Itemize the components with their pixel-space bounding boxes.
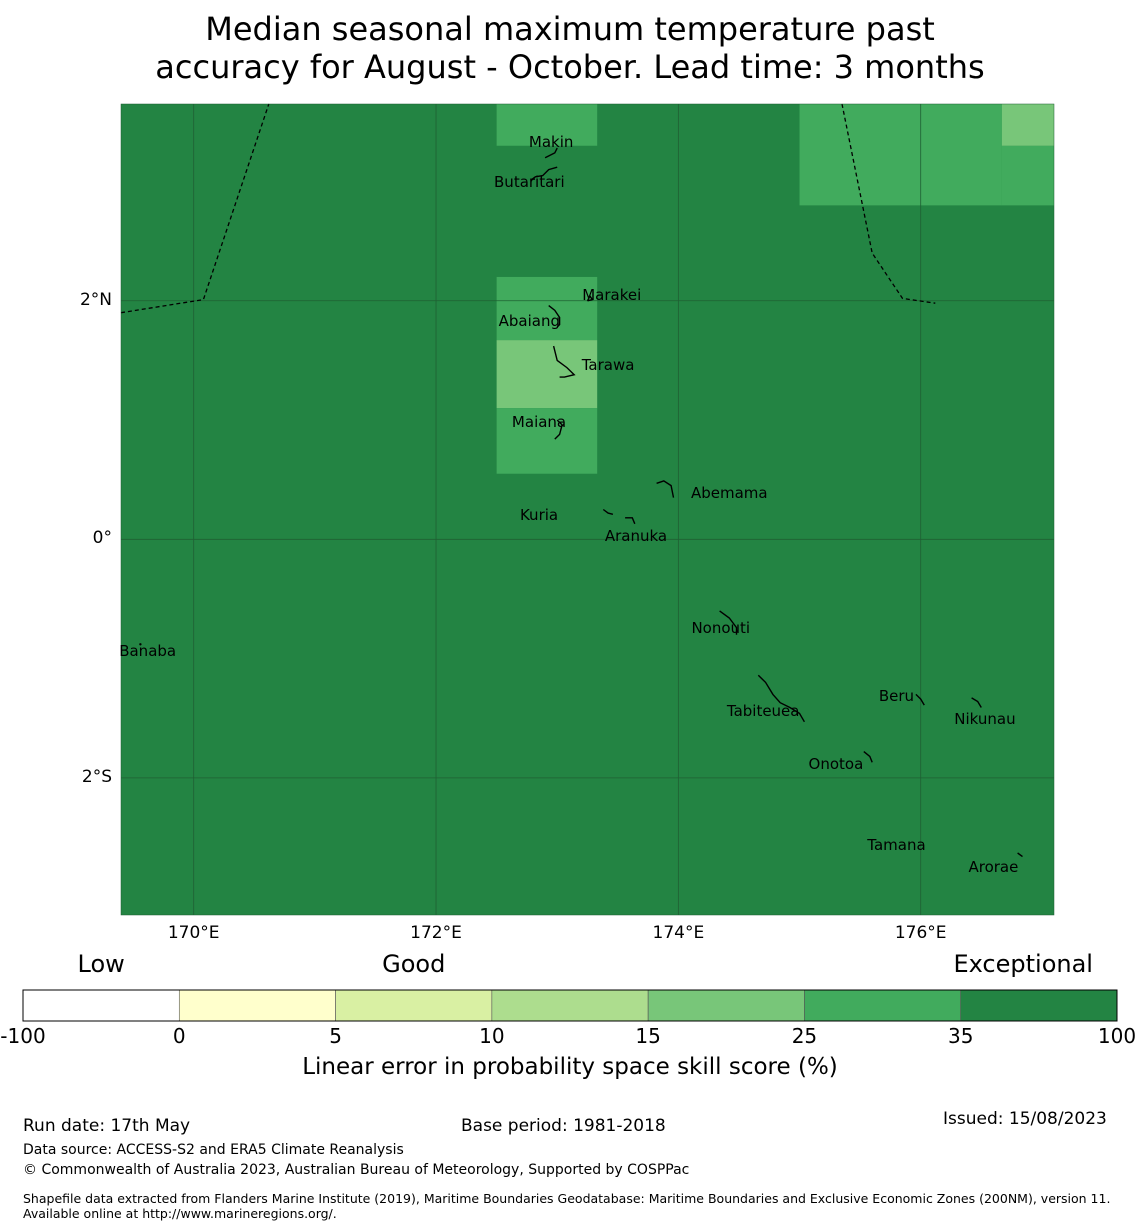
island-aranuka (625, 517, 636, 525)
place-label-onotoa: Onotoa (808, 754, 864, 773)
colorbar-tick-label: 10 (479, 1024, 505, 1048)
place-label-makin: Makin (528, 133, 574, 152)
place-label-tabiteuea: Tabiteuea (726, 702, 800, 721)
skill-cell-1 (799, 104, 921, 206)
island-maiana (554, 419, 563, 440)
lon-tick-label: 172°E (410, 923, 462, 943)
island-makin (544, 147, 558, 159)
title-line-1: Median seasonal maximum temperature past (205, 10, 935, 48)
copyright: © Commonwealth of Australia 2023, Austra… (23, 1162, 690, 1178)
island-butaritari (530, 166, 558, 181)
place-label-marakei: Marakei (582, 285, 642, 304)
place-label-maiana: Maiana (511, 413, 567, 432)
colorbar-tick-label: 35 (947, 1024, 974, 1048)
map-frame (120, 103, 1055, 916)
place-label-aranuka: Aranuka (604, 526, 668, 545)
skill-cell-5 (496, 276, 598, 341)
eez-boundary-0 (120, 103, 270, 314)
place-label-kuria: Kuria (519, 506, 559, 525)
issued-date: Issued: 15/08/2023 (943, 1109, 1107, 1129)
colorbar-bin (335, 989, 493, 1022)
island-beru (915, 693, 925, 706)
place-label-tamana: Tamana (867, 835, 926, 854)
skill-cell-6 (496, 340, 598, 409)
skill-cell-0 (496, 104, 598, 146)
place-label-banaba: Banaba (119, 642, 177, 661)
island-marakei (586, 294, 594, 302)
colorbar-bin (178, 989, 336, 1022)
island-abaiang (548, 305, 561, 328)
chart-title: Median seasonal maximum temperature past… (0, 10, 1140, 86)
island-nikunau (971, 697, 982, 708)
colorbar-tick-label: 25 (791, 1024, 818, 1048)
place-label-butaritari: Butaritari (494, 172, 565, 191)
colorbar-bin (804, 989, 962, 1022)
skill-cell-4 (1001, 104, 1054, 146)
colorbar-bin (960, 989, 1118, 1022)
shapefile-credit: Shapefile data extracted from Flanders M… (23, 1191, 1111, 1221)
base-period: Base period: 1981-2018 (461, 1116, 666, 1136)
lat-tick-label: 2°S (81, 766, 112, 787)
island-nonouti (719, 610, 738, 635)
colorbar-category-good: Good (382, 950, 446, 978)
colorbar-category-low: Low (77, 950, 125, 978)
place-label-nonouti: Nonouti (691, 618, 751, 637)
lon-tick-label: 170°E (167, 923, 220, 943)
place-label-abaiang: Abaiang (498, 312, 561, 331)
island-kuria (602, 508, 614, 515)
island-tarawa (552, 345, 576, 378)
skill-cell-7 (496, 408, 598, 474)
island-banaba (139, 643, 142, 646)
colorbar-tick-label: 5 (329, 1024, 342, 1048)
run-date: Run date: 17th May (23, 1116, 191, 1136)
island-abemama (656, 480, 675, 498)
place-label-nikunau: Nikunau (954, 710, 1016, 729)
place-label-abemama: Abemama (690, 483, 768, 502)
island-tabiteuea (757, 674, 806, 723)
colorbar-tick-label: 0 (172, 1024, 186, 1048)
colorbar-tick-label: 100 (1097, 1024, 1137, 1048)
colorbar-label: Linear error in probability space skill … (302, 1054, 838, 1080)
colorbar-frame (22, 989, 1118, 1022)
colorbar-bin (22, 989, 180, 1022)
place-label-arorae: Arorae (968, 858, 1019, 877)
colorbar-tick-label: 15 (635, 1024, 661, 1048)
lon-tick-label: 174°E (652, 923, 705, 943)
skill-cell-2 (920, 104, 1002, 206)
island-onotoa (863, 751, 873, 763)
island-arorae (1017, 852, 1023, 858)
title-line-2: accuracy for August - October. Lead time… (155, 48, 985, 86)
lat-tick-label: 0° (92, 528, 112, 549)
lon-tick-label: 176°E (894, 923, 947, 943)
place-label-beru: Beru (878, 686, 915, 705)
colorbar-bin (491, 989, 649, 1022)
lat-tick-label: 2°N (79, 289, 112, 310)
place-label-tarawa: Tarawa (581, 356, 635, 375)
colorbar-tick-label: -100 (0, 1024, 46, 1048)
colorbar-category-exceptional: Exceptional (953, 950, 1093, 978)
colorbar-bin (647, 989, 805, 1022)
skill-cell-3 (1001, 145, 1054, 206)
map-background (121, 104, 1054, 915)
data-source: Data source: ACCESS-S2 and ERA5 Climate … (23, 1142, 404, 1158)
